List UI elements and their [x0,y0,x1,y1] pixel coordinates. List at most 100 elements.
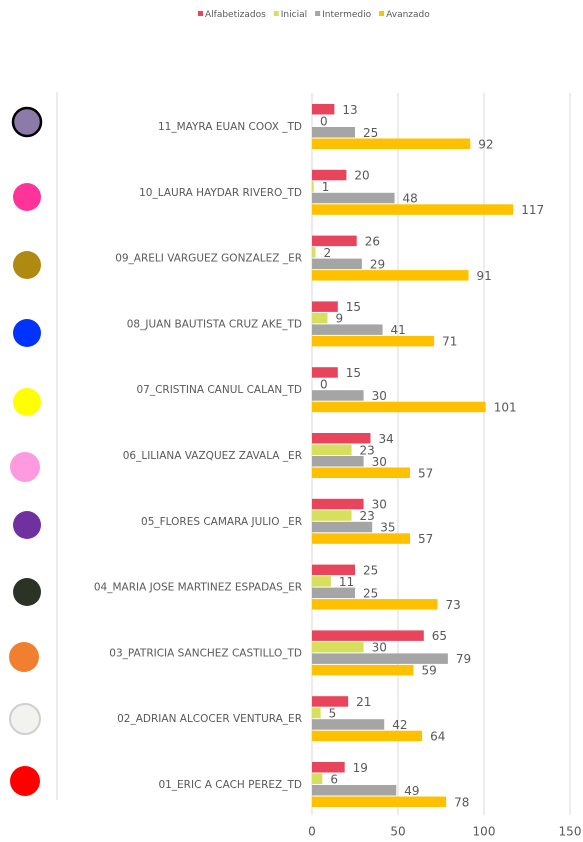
value-label: 29 [370,257,385,271]
value-label: 15 [346,300,361,314]
value-label: 21 [356,695,371,709]
value-label: 15 [346,366,361,380]
x-tick-label: 0 [308,825,316,839]
value-label: 0 [320,114,328,128]
value-label: 57 [418,532,433,546]
value-label: 49 [404,784,419,798]
decor-circles [9,106,43,796]
bar [312,641,364,653]
bar [312,730,423,742]
bar [312,456,364,467]
category-label: 02_ADRIAN ALCOCER VENTURA_ER [117,713,302,725]
bar [312,270,469,281]
bar [312,498,364,510]
category-label: 11_MAYRA EUAN COOX _TD [158,121,302,133]
bar [312,707,321,719]
bar [312,796,447,807]
bar [312,576,331,587]
value-label: 64 [430,729,445,743]
legend-swatch [198,11,203,16]
bar [312,599,438,610]
value-label: 6 [330,772,338,786]
x-tick-label: 150 [559,825,582,839]
legend-swatch [315,11,321,16]
value-label: 59 [421,664,436,678]
bar [312,653,448,664]
bar [312,367,338,378]
bar [312,467,411,478]
value-label: 11 [339,575,354,589]
bar [312,258,362,270]
value-label: 73 [446,598,461,612]
category-label: 03_PATRICIA SANCHEZ CASTILLO_TD [109,647,302,659]
bar [312,235,357,247]
bar [312,204,514,215]
category-label: 06_LILIANA VAZQUEZ ZAVALA _ER [123,450,302,462]
bar [312,564,355,576]
value-label: 26 [365,234,380,248]
category-label: 04_MARIA JOSE MARTINEZ ESPADAS_ER [94,582,302,594]
value-label: 23 [360,509,375,523]
value-label: 79 [456,652,471,666]
value-label: 5 [329,706,337,720]
bar [312,127,355,138]
bar [312,533,411,544]
value-label: 20 [354,169,369,183]
value-label: 48 [403,192,418,206]
bar [312,444,352,455]
value-label: 35 [380,521,395,535]
category-label: 05_FLORES CAMARA JULIO _ER [141,516,302,528]
bar [312,312,328,324]
value-label: 41 [391,323,406,337]
value-label: 25 [363,586,378,600]
bar [312,169,347,181]
value-label: 92 [478,137,493,151]
value-label: 65 [432,629,447,643]
legend-label: Alfabetizados [205,10,266,20]
value-label: 0 [320,377,328,391]
value-label: 57 [418,466,433,480]
category-label: 01_ERIC A CACH PEREZ_TD [158,779,302,791]
category-label: 07_CRISTINA CANUL CALAN_TD [136,384,302,396]
bar [312,181,314,192]
value-label: 117 [521,203,544,217]
legend-label: Avanzado [386,10,430,20]
bar [312,324,383,335]
bar [312,664,414,676]
bar [312,247,316,258]
value-label: 23 [360,443,375,457]
value-label: 19 [353,761,368,775]
legend-label: Intermedio [322,10,371,20]
value-label: 91 [477,269,492,283]
value-label: 30 [372,498,387,512]
bar [312,719,385,730]
bar [312,587,355,599]
bar [312,138,471,149]
value-label: 78 [454,795,469,809]
bar [312,773,323,784]
value-label: 2 [323,246,331,260]
value-label: 9 [335,312,343,326]
value-label: 30 [372,389,387,403]
bar [312,521,373,533]
bar [312,433,371,444]
value-label: 101 [494,400,517,414]
bar [312,192,395,204]
bar [312,785,397,796]
value-label: 30 [372,641,387,655]
category-label: 10_LAURA HAYDAR RIVERO_TD [139,187,302,199]
bar [312,510,352,521]
value-label: 30 [372,455,387,469]
bar [312,696,349,707]
x-tick-label: 50 [390,825,405,839]
value-label: 13 [342,103,357,117]
value-label: 34 [378,432,393,446]
value-label: 42 [392,718,407,732]
bar [312,301,338,312]
bar [312,335,435,347]
category-label: 09_ARELI VARGUEZ GONZALEZ _ER [115,253,302,265]
legend-swatch [273,11,279,16]
bar [312,104,335,115]
x-tick-label: 100 [473,825,496,839]
